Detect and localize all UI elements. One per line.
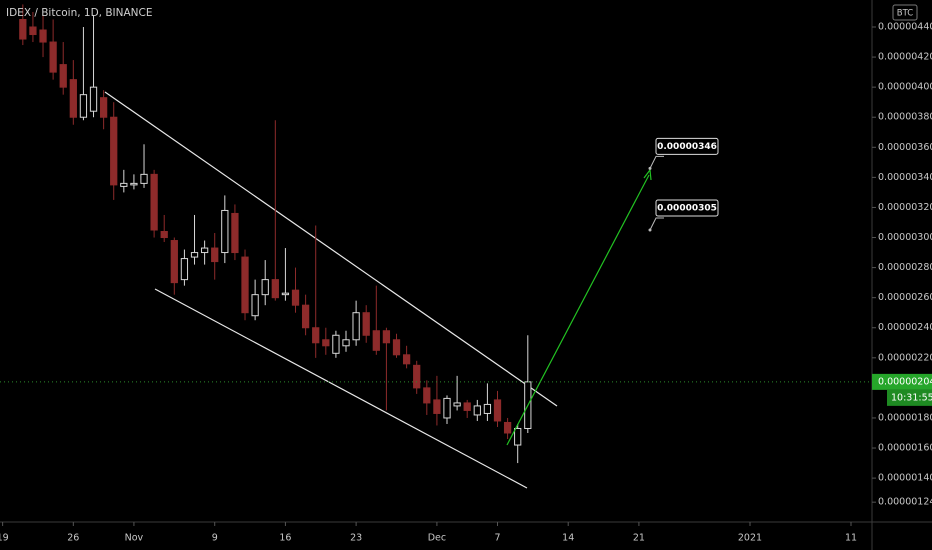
- candle-body: [453, 402, 461, 407]
- candle-body: [39, 29, 47, 43]
- y-tick-label: 0.00000320: [878, 202, 932, 213]
- candle-body: [312, 327, 320, 344]
- candle-body: [180, 258, 189, 281]
- candle-body: [322, 339, 330, 347]
- candle-body: [433, 399, 441, 414]
- y-tick-label: 0.00000140: [878, 473, 932, 484]
- candle-body: [29, 26, 37, 36]
- y-tick-label: 0.00000180: [878, 412, 932, 423]
- last-price-tag: [872, 373, 932, 390]
- candle-body: [110, 116, 118, 186]
- candle-body: [130, 182, 138, 186]
- candle-body: [503, 421, 512, 434]
- y-tick-label: 0.00000380: [878, 112, 932, 123]
- candle-body: [443, 397, 451, 419]
- x-tick-label: 16: [279, 533, 291, 544]
- y-tick-label: 0.00000300: [878, 232, 932, 243]
- candle-body: [473, 405, 481, 416]
- callout-box: [655, 199, 719, 217]
- countdown: 10:31:55: [891, 392, 932, 403]
- candle-body: [352, 312, 360, 341]
- y-tick-label: 0.00000124: [878, 497, 932, 508]
- candle-body: [301, 304, 310, 329]
- y-tick-label: 0.00000240: [878, 322, 932, 333]
- candle-body: [59, 64, 67, 88]
- candle-body: [19, 18, 27, 40]
- candle-body: [69, 79, 77, 118]
- candle-body: [200, 247, 209, 254]
- x-tick-label: 2021: [738, 533, 762, 544]
- candle-body: [342, 339, 350, 347]
- candle-body: [463, 402, 471, 411]
- candle-body: [261, 279, 269, 296]
- x-tick-label: 26: [67, 533, 79, 544]
- candle-body: [190, 252, 199, 258]
- candle-body: [160, 231, 168, 239]
- y-tick-label: 0.00000220: [878, 352, 932, 363]
- candle-body: [241, 256, 249, 314]
- candle-body: [382, 330, 391, 344]
- x-tick-label: 21: [633, 533, 645, 544]
- candle-body: [140, 173, 148, 184]
- candle-body: [170, 240, 178, 284]
- y-tick-label: 0.00000360: [878, 142, 932, 153]
- candle-body: [493, 399, 502, 422]
- callout-label: 0.00000346: [657, 142, 717, 152]
- candle-body: [271, 279, 279, 299]
- y-tick-label: 0.00000260: [878, 292, 932, 303]
- y-tick-label: 0.00000400: [878, 82, 932, 93]
- x-tick-label: 14: [562, 533, 574, 544]
- callout-box: [655, 137, 719, 155]
- candle-body: [120, 182, 128, 187]
- candle-body: [514, 427, 522, 446]
- last-price-label: 0.00000204: [878, 376, 932, 387]
- candle-body: [211, 247, 219, 263]
- callout-pointer: [649, 217, 664, 231]
- currency-box: [892, 4, 918, 21]
- y-tick-label: 0.00000280: [878, 262, 932, 273]
- trend-line-upper: [104, 91, 558, 407]
- callout-label: 0.00000305: [657, 204, 717, 214]
- target-arrow: [506, 174, 650, 446]
- trend-line-lower: [154, 288, 528, 489]
- y-tick-label: 0.00000440: [878, 22, 932, 33]
- candles: [19, 4, 532, 464]
- y-tick-label: 0.00000340: [878, 172, 932, 183]
- candle-body: [251, 294, 259, 317]
- candle-body: [413, 364, 421, 389]
- x-tick-label: 23: [350, 533, 362, 544]
- candle-body: [99, 97, 108, 118]
- currency: BTC: [897, 9, 914, 19]
- x-tick-label: 19: [0, 533, 9, 544]
- chart-title: IDEX / Bitcoin, 1D, BINANCE: [6, 7, 153, 19]
- candle-body: [150, 173, 158, 231]
- x-tick-label: Dec: [428, 533, 446, 544]
- x-tick-label: Nov: [125, 533, 144, 544]
- candle-body: [281, 292, 290, 296]
- candle-body: [79, 94, 88, 118]
- y-tick-label: 0.00000420: [878, 52, 932, 63]
- candle-body: [89, 86, 98, 112]
- candle-body: [362, 312, 370, 336]
- candle-body: [483, 403, 492, 414]
- candle-body: [49, 41, 57, 73]
- x-tick-label: 9: [212, 533, 218, 544]
- candle-body: [392, 339, 401, 356]
- candle-body: [231, 212, 239, 254]
- candle-body: [372, 330, 380, 351]
- candle-body: [221, 209, 229, 254]
- x-tick-label: 11: [845, 533, 857, 544]
- candle-body: [291, 289, 300, 306]
- y-tick-label: 0.00000160: [878, 443, 932, 454]
- callout-pointer: [649, 155, 664, 169]
- candle-body: [423, 387, 431, 404]
- x-tick-label: 7: [494, 533, 500, 544]
- candle-body: [402, 354, 411, 365]
- candle-body: [332, 334, 340, 354]
- arrow-head: [643, 168, 652, 181]
- countdown-tag: [887, 389, 932, 406]
